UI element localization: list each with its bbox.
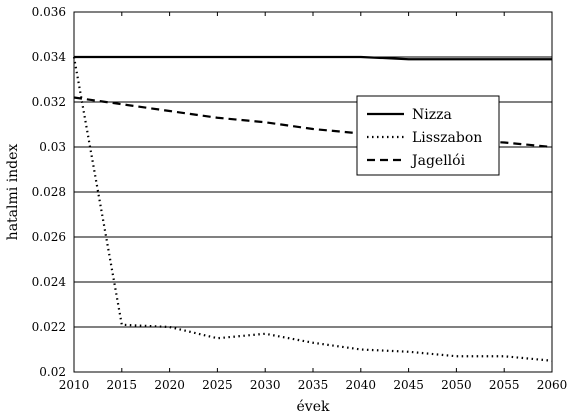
y-tick-label: 0.032 (32, 95, 66, 109)
x-tick-label: 2025 (202, 378, 233, 392)
x-tick-label: 2050 (441, 378, 472, 392)
x-tick-label: 2045 (393, 378, 424, 392)
x-tick-label: 2035 (298, 378, 329, 392)
legend-box (356, 95, 500, 176)
y-tick-label: 0.036 (32, 5, 66, 19)
x-tick-label: 2010 (59, 378, 90, 392)
x-tick-label: 2015 (107, 378, 138, 392)
x-tick-labels: 2010 2015 2020 2025 2030 2035 2040 2045 2050 2055… (59, 378, 568, 392)
legend: Nizza Lisszabon Jagellói (356, 95, 500, 176)
series-line-jagellói (73, 96, 553, 149)
y-tick-label: 0.03 (39, 140, 66, 154)
legend-label: Jagellói (410, 153, 466, 169)
y-tick-label: 0.034 (32, 50, 67, 64)
x-tick-label: 2040 (346, 378, 377, 392)
y-tick-labels: 0.02 0.022 0.024 0.026 0.028 0.03 0.032 0.034 0.… (32, 5, 67, 379)
legend-label: Nizza (412, 107, 452, 123)
y-axis-label: hatalmi index (5, 144, 21, 241)
x-tick-label: 2020 (154, 378, 185, 392)
legend-label: Lisszabon (412, 130, 482, 146)
x-axis-label: évek (297, 399, 330, 415)
x-tick-label: 2055 (489, 378, 520, 392)
y-tick-label: 0.024 (32, 275, 67, 289)
series-line-lisszabon (72, 56, 553, 362)
series-line-nizza (74, 55, 552, 61)
series-lines (72, 55, 553, 362)
x-tick-label: 2030 (250, 378, 281, 392)
axis-ticks (73, 11, 553, 373)
y-tick-label: 0.02 (39, 365, 66, 379)
y-tick-label: 0.022 (32, 320, 66, 334)
y-tick-label: 0.028 (32, 185, 66, 199)
y-tick-label: 0.026 (32, 230, 66, 244)
x-tick-label: 2060 (537, 378, 568, 392)
